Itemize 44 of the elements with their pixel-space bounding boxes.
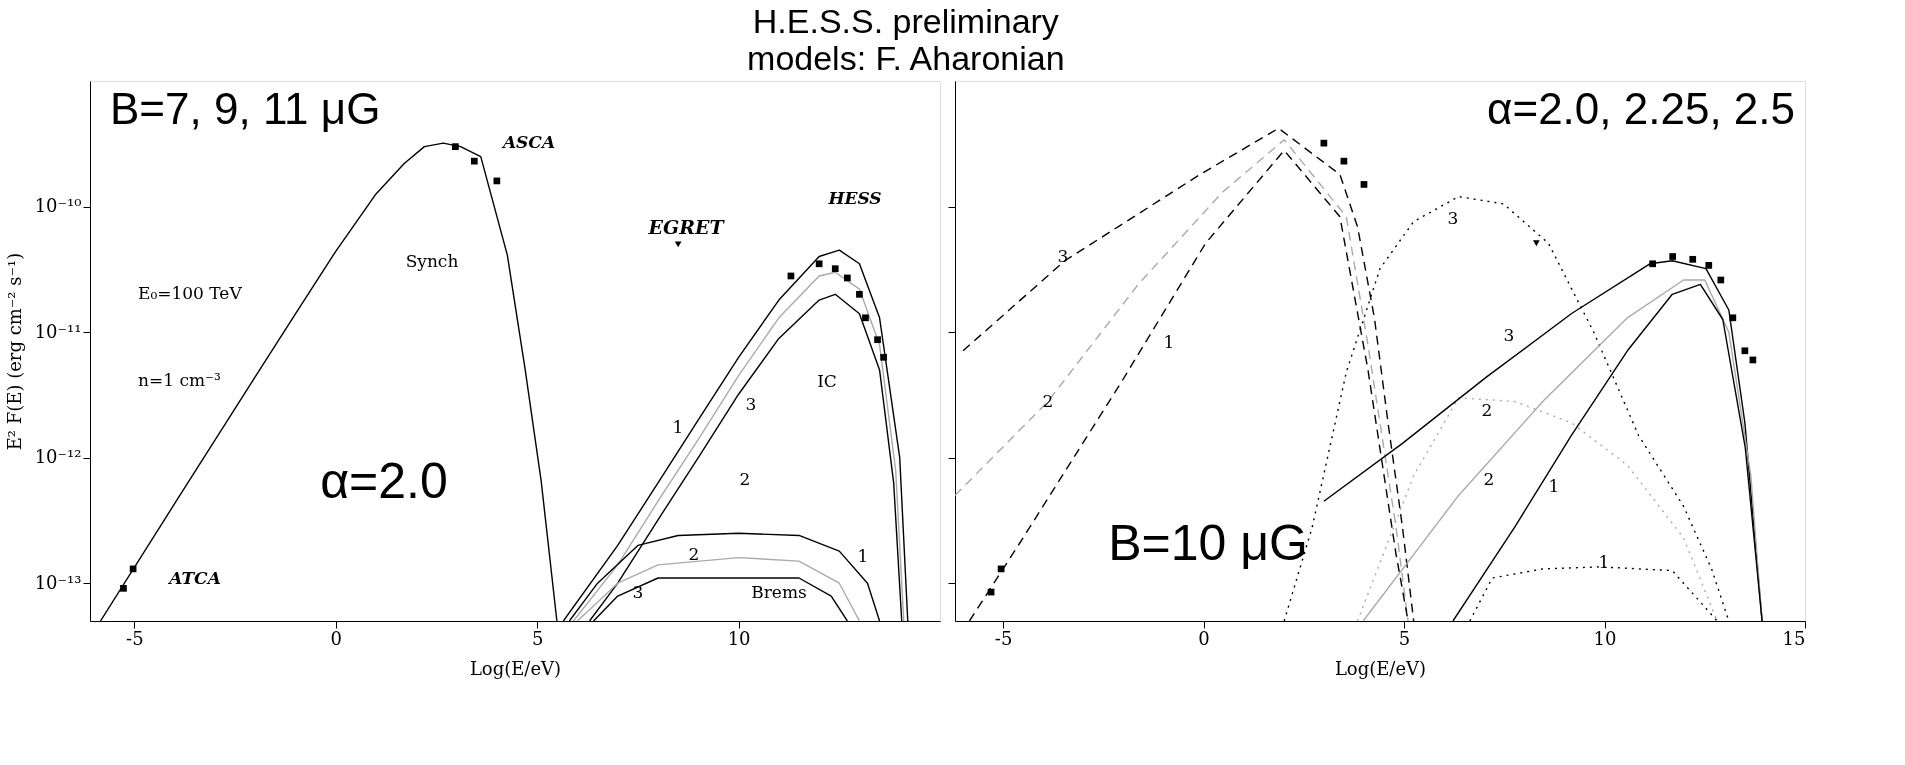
- annotation: 2: [739, 469, 751, 489]
- x-tick-label: -5: [994, 627, 1013, 649]
- annotation: 3: [1057, 246, 1069, 266]
- annotation: 2: [1483, 469, 1495, 489]
- annotation: Brems: [751, 582, 807, 602]
- annotation: 1: [1598, 552, 1610, 572]
- annotation: HESS: [827, 188, 882, 208]
- annotation: B=10 μG: [1108, 515, 1308, 571]
- annotation: 1: [672, 417, 684, 437]
- annotation: E₀=100 TeV: [138, 283, 243, 303]
- y-tick-label: 10⁻¹²: [34, 446, 82, 468]
- annotation: 1: [1548, 476, 1560, 496]
- annotation: 1: [1163, 332, 1175, 352]
- x-tick-label: 5: [1398, 627, 1411, 649]
- x-axis-title: Log(E/eV): [469, 657, 562, 679]
- annotation: 2: [688, 544, 700, 564]
- annotation: 3: [1447, 208, 1459, 228]
- annotation: 2: [1481, 400, 1493, 420]
- annotation: B=7, 9, 11 μG: [110, 84, 381, 133]
- y-tick-label: 10⁻¹¹: [34, 320, 82, 342]
- annotation: ASCA: [500, 132, 556, 152]
- x-tick-label: 5: [531, 627, 544, 649]
- x-tick-label: -5: [126, 627, 144, 649]
- annotation: Synch: [405, 251, 459, 271]
- annotation: 1: [857, 546, 869, 566]
- chart-title: H.E.S.S. preliminary: [752, 1, 1059, 40]
- y-tick-label: 10⁻¹⁰: [34, 195, 82, 217]
- annotation: α=2.0, 2.25, 2.5: [1487, 84, 1795, 133]
- annotation: EGRET: [647, 216, 726, 238]
- y-tick-label: 10⁻¹³: [34, 571, 82, 593]
- annotation: ATCA: [167, 568, 221, 588]
- x-tick-label: 10: [1593, 627, 1617, 649]
- annotation: 3: [745, 394, 757, 414]
- annotation: IC: [817, 371, 837, 391]
- annotation: 2: [1042, 391, 1054, 411]
- x-tick-label: 0: [1198, 627, 1210, 649]
- x-axis-title: Log(E/eV): [1334, 657, 1427, 679]
- annotation: n=1 cm⁻³: [138, 370, 221, 390]
- y-axis-title: E² F(E) (erg cm⁻² s⁻¹): [3, 252, 25, 451]
- x-tick-label: 15: [1782, 627, 1806, 649]
- annotation: 3: [1503, 325, 1515, 345]
- annotation: α=2.0: [320, 453, 448, 509]
- x-tick-label: 10: [727, 627, 751, 649]
- x-tick-label: 0: [330, 627, 342, 649]
